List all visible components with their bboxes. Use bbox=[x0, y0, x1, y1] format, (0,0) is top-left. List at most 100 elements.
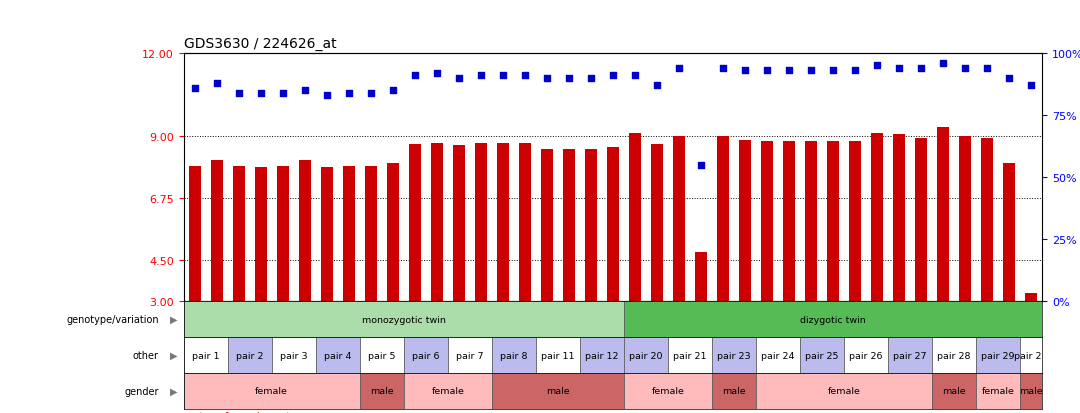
Bar bbox=[607, 147, 619, 301]
Bar bbox=[228, 337, 272, 373]
Bar bbox=[981, 139, 994, 301]
Text: gender: gender bbox=[124, 386, 159, 396]
Bar bbox=[756, 337, 800, 373]
Text: pair 24: pair 24 bbox=[761, 351, 795, 360]
Point bbox=[230, 90, 247, 97]
Bar bbox=[667, 337, 712, 373]
Bar bbox=[805, 142, 818, 301]
Point bbox=[516, 73, 534, 79]
Point bbox=[561, 75, 578, 82]
Bar bbox=[712, 337, 756, 373]
Bar bbox=[651, 145, 663, 301]
Bar bbox=[872, 133, 883, 301]
Bar bbox=[491, 337, 536, 373]
Text: ▶: ▶ bbox=[170, 386, 177, 396]
Text: pair 27: pair 27 bbox=[893, 351, 927, 360]
Bar bbox=[976, 373, 1021, 409]
Point bbox=[868, 63, 886, 69]
Bar bbox=[712, 373, 756, 409]
Bar bbox=[845, 337, 888, 373]
Point bbox=[934, 60, 951, 67]
Point bbox=[296, 88, 313, 94]
Point bbox=[737, 68, 754, 74]
Bar bbox=[408, 145, 421, 301]
Text: male: male bbox=[1020, 387, 1043, 396]
Bar bbox=[541, 150, 553, 301]
Bar bbox=[937, 128, 949, 301]
Bar bbox=[800, 337, 845, 373]
Point bbox=[186, 85, 203, 92]
Bar bbox=[360, 373, 404, 409]
Bar bbox=[624, 337, 667, 373]
Point bbox=[758, 68, 775, 74]
Bar bbox=[1025, 293, 1037, 301]
Text: pair 6: pair 6 bbox=[411, 351, 440, 360]
Bar bbox=[299, 161, 311, 301]
Point bbox=[781, 68, 798, 74]
Bar bbox=[717, 136, 729, 301]
Point bbox=[319, 93, 336, 99]
Bar bbox=[849, 142, 861, 301]
Text: pair 1: pair 1 bbox=[192, 351, 219, 360]
Bar bbox=[342, 166, 354, 301]
Point bbox=[978, 65, 996, 72]
Bar bbox=[315, 337, 360, 373]
Point bbox=[847, 68, 864, 74]
Text: pair 8: pair 8 bbox=[500, 351, 528, 360]
Text: pair 26: pair 26 bbox=[849, 351, 882, 360]
Bar bbox=[448, 337, 491, 373]
Point bbox=[1000, 75, 1017, 82]
Bar bbox=[431, 144, 443, 301]
Text: male: male bbox=[546, 387, 569, 396]
Text: GDS3630 / 224626_at: GDS3630 / 224626_at bbox=[184, 37, 336, 51]
Text: male: male bbox=[943, 387, 966, 396]
Bar bbox=[360, 337, 404, 373]
Point bbox=[957, 65, 974, 72]
Text: pair 11: pair 11 bbox=[541, 351, 575, 360]
Bar bbox=[959, 136, 971, 301]
Point bbox=[406, 73, 423, 79]
Bar bbox=[932, 337, 976, 373]
Text: pair 25: pair 25 bbox=[806, 351, 839, 360]
Text: pair 3: pair 3 bbox=[280, 351, 308, 360]
Bar bbox=[404, 337, 448, 373]
Bar bbox=[404, 373, 491, 409]
Bar bbox=[585, 150, 597, 301]
Text: male: male bbox=[723, 387, 746, 396]
Point bbox=[648, 83, 665, 89]
Text: ▶: ▶ bbox=[170, 350, 177, 360]
Point bbox=[340, 90, 357, 97]
Bar bbox=[491, 373, 624, 409]
Text: pair 29: pair 29 bbox=[982, 351, 1015, 360]
Point bbox=[714, 65, 731, 72]
Bar bbox=[563, 150, 575, 301]
Point bbox=[582, 75, 599, 82]
Bar bbox=[1003, 164, 1015, 301]
Bar bbox=[365, 166, 377, 301]
Point bbox=[428, 70, 445, 77]
Bar bbox=[888, 337, 932, 373]
Bar bbox=[976, 337, 1021, 373]
Bar bbox=[673, 136, 685, 301]
Point bbox=[802, 68, 820, 74]
Bar bbox=[624, 301, 1042, 337]
Bar bbox=[1021, 337, 1042, 373]
Point bbox=[495, 73, 512, 79]
Bar bbox=[694, 252, 707, 301]
Bar bbox=[211, 161, 222, 301]
Point bbox=[605, 73, 622, 79]
Text: female: female bbox=[431, 387, 464, 396]
Bar bbox=[453, 146, 464, 301]
Bar bbox=[739, 140, 751, 301]
Text: other: other bbox=[133, 350, 159, 360]
Bar bbox=[827, 142, 839, 301]
Point bbox=[274, 90, 292, 97]
Bar bbox=[184, 373, 360, 409]
Bar bbox=[518, 144, 531, 301]
Point bbox=[362, 90, 379, 97]
Bar bbox=[189, 166, 201, 301]
Point bbox=[890, 65, 907, 72]
Text: pair 4: pair 4 bbox=[324, 351, 351, 360]
Bar bbox=[624, 373, 712, 409]
Bar bbox=[272, 337, 315, 373]
